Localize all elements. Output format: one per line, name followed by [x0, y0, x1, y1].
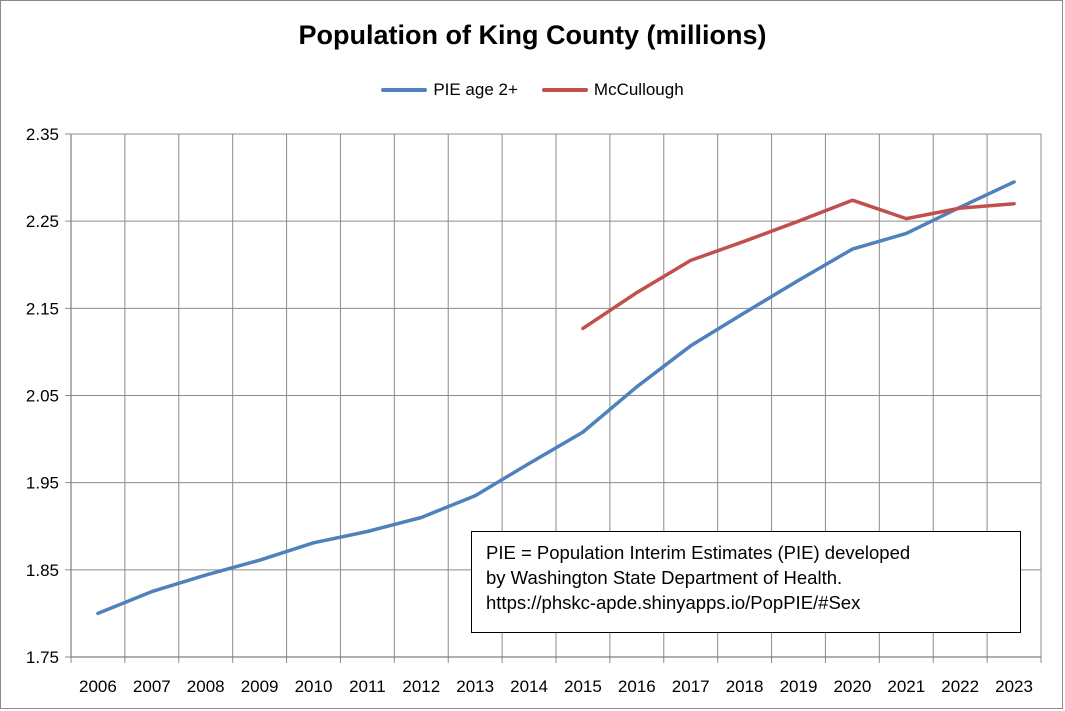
annotation-line-3: https://phskc-apde.shinyapps.io/PopPIE/#… — [486, 592, 861, 613]
x-tick-label: 2011 — [349, 677, 386, 696]
y-tick-label: 2.05 — [26, 387, 59, 406]
legend-swatch-pie — [381, 88, 428, 92]
legend: PIE age 2+ McCullough — [0, 80, 1065, 100]
chart-title: Population of King County (millions) — [298, 20, 767, 50]
y-tick-label: 2.25 — [26, 212, 59, 231]
x-tick-label: 2006 — [79, 677, 117, 696]
annotation-box: PIE = Population Interim Estimates (PIE)… — [471, 531, 1021, 633]
x-tick-label: 2007 — [133, 677, 171, 696]
x-tick-label: 2010 — [295, 677, 333, 696]
legend-label-pie: PIE age 2+ — [433, 80, 518, 99]
legend-item-mccullough: McCullough — [541, 80, 684, 100]
series-layer — [96, 180, 1016, 616]
y-tick-label: 2.35 — [26, 125, 59, 144]
x-tick-label: 2020 — [833, 677, 871, 696]
tick-labels: 1.75 1.85 1.95 2.05 2.15 2.25 2.35 2006 2007 2008… — [26, 125, 1033, 696]
series-line-1 — [581, 198, 1016, 331]
annotation-line-2: by Washington State Department of Health… — [486, 567, 843, 588]
legend-item-pie: PIE age 2+ — [381, 80, 518, 100]
x-tick-label: 2019 — [780, 677, 818, 696]
x-tick-label: 2013 — [456, 677, 494, 696]
legend-swatch-mccullough — [541, 88, 588, 92]
x-tick-label: 2012 — [402, 677, 440, 696]
x-tick-label: 2015 — [564, 677, 602, 696]
annotation-line-1: PIE = Population Interim Estimates (PIE)… — [486, 542, 911, 563]
axes — [70, 134, 1041, 658]
y-tick-label: 1.85 — [26, 561, 59, 580]
x-tick-label: 2021 — [887, 677, 925, 696]
legend-label-mccullough: McCullough — [593, 80, 684, 99]
x-tick-label: 2018 — [726, 677, 764, 696]
x-tick-label: 2008 — [187, 677, 225, 696]
x-tick-label: 2009 — [241, 677, 279, 696]
y-tick-label: 2.15 — [26, 299, 59, 318]
x-tick-label: 2017 — [672, 677, 710, 696]
x-tick-label: 2014 — [510, 677, 548, 696]
y-tick-label: 1.75 — [26, 648, 59, 667]
x-tick-label: 2023 — [995, 677, 1033, 696]
series-line-0 — [96, 180, 1016, 616]
y-tick-label: 1.95 — [26, 474, 59, 493]
x-tick-label: 2016 — [618, 677, 656, 696]
x-tick-label: 2022 — [941, 677, 979, 696]
